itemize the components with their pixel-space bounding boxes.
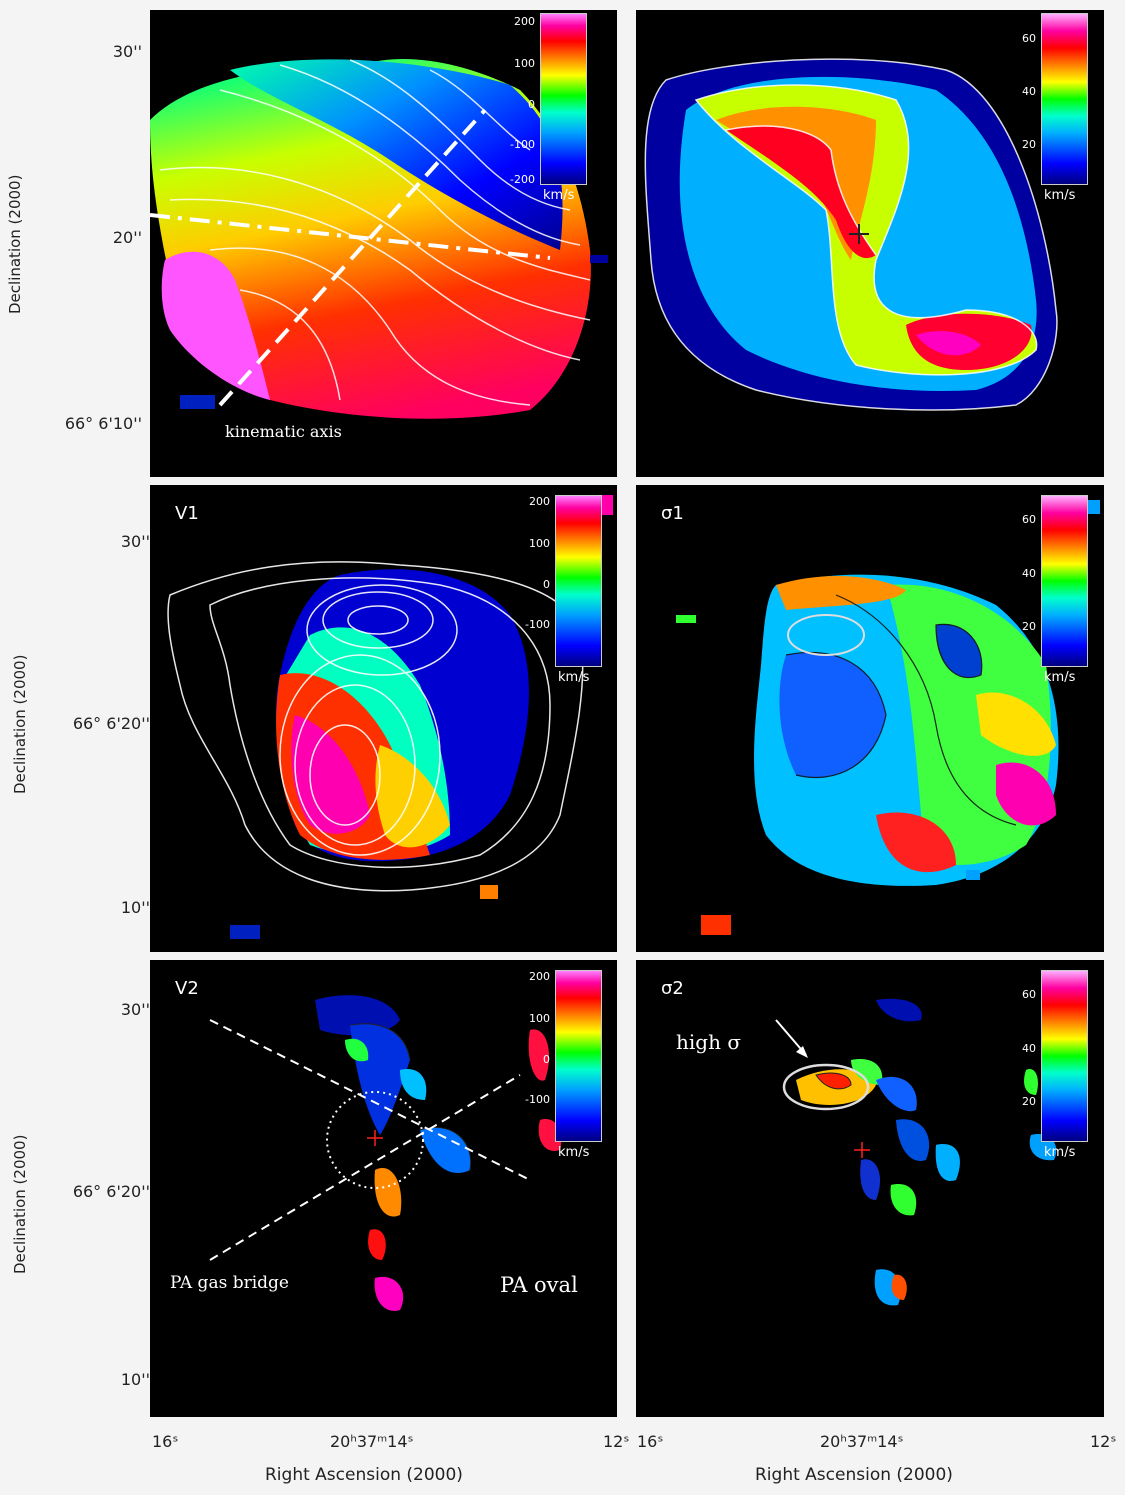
y-tick-top-2: 20'' <box>112 228 142 247</box>
cbar-tick: 60 <box>1022 32 1036 45</box>
panel-dispersion-field: 60 40 20 km/s <box>636 10 1104 477</box>
colorbar-dispersion-bot <box>1041 970 1088 1142</box>
colorbar-velocity-top <box>540 13 587 185</box>
colorbar-dispersion-top <box>1041 13 1088 185</box>
y-tick-top-3: 66° 6'10'' <box>64 414 142 433</box>
y-axis-label-middle: Declination (2000) <box>11 654 29 794</box>
colorbar-velocity-mid <box>555 495 602 667</box>
cbar-tick: 200 <box>514 15 535 28</box>
sigma2-map <box>775 998 1057 1306</box>
cbar-tick: 100 <box>529 1012 550 1025</box>
y-tick-bot-3: 10'' <box>120 1370 150 1389</box>
cbar-tick: 20 <box>1022 1095 1036 1108</box>
v1-map <box>167 495 613 939</box>
annotation-high-sigma: high σ <box>676 1030 741 1054</box>
y-tick-bot-2: 66° 6'20'' <box>72 1182 150 1201</box>
y-tick-mid-1: 30'' <box>120 532 150 551</box>
cbar-tick: 40 <box>1022 85 1036 98</box>
x-tick-left-3: 12ˢ <box>603 1432 630 1451</box>
cbar-tick: 20 <box>1022 138 1036 151</box>
y-tick-mid-3: 10'' <box>120 898 150 917</box>
panel-v2: V2 PA gas bridge PA oval 200 100 0 -100 … <box>150 960 617 1417</box>
cbar-tick: -100 <box>525 618 550 631</box>
cbar-tick: 100 <box>514 57 535 70</box>
cbar-tick: 40 <box>1022 567 1036 580</box>
cbar-unit: km/s <box>558 1145 590 1160</box>
x-tick-right-3: 12ˢ <box>1090 1432 1117 1451</box>
cbar-tick: 100 <box>529 537 550 550</box>
cbar-unit: km/s <box>543 188 575 203</box>
x-axis-label-right: Right Ascension (2000) <box>755 1465 953 1485</box>
cbar-unit: km/s <box>1044 670 1076 685</box>
cbar-tick: -100 <box>510 138 535 151</box>
panel-title-v1: V1 <box>175 503 199 524</box>
cbar-unit: km/s <box>558 670 590 685</box>
cbar-tick: 20 <box>1022 620 1036 633</box>
cbar-tick: 60 <box>1022 513 1036 526</box>
x-axis-label-left: Right Ascension (2000) <box>265 1465 463 1485</box>
cbar-tick: -100 <box>525 1093 550 1106</box>
annotation-pa-oval: PA oval <box>500 1273 578 1297</box>
colorbar-velocity-bot <box>555 970 602 1142</box>
cbar-unit: km/s <box>1044 1145 1076 1160</box>
cbar-tick: 200 <box>529 970 550 983</box>
x-tick-left-2: 20ʰ37ᵐ14ˢ <box>330 1432 414 1451</box>
y-axis-label-top: Declination (2000) <box>6 174 24 314</box>
sigma1-map <box>676 500 1100 935</box>
y-tick-mid-2: 66° 6'20'' <box>72 714 150 733</box>
cbar-tick: 200 <box>529 495 550 508</box>
panel-sigma2: σ2 high σ 60 40 20 km/s <box>636 960 1104 1417</box>
cbar-tick: 60 <box>1022 988 1036 1001</box>
cbar-tick: 0 <box>543 1053 550 1066</box>
y-tick-top-1: 30'' <box>112 42 142 61</box>
panel-title-sigma2: σ2 <box>661 978 684 999</box>
y-tick-bot-1: 30'' <box>120 1000 150 1019</box>
panel-sigma1: σ1 60 40 20 km/s <box>636 485 1104 952</box>
panel-title-v2: V2 <box>175 978 199 999</box>
cbar-unit: km/s <box>1044 188 1076 203</box>
panel-v1: V1 200 100 0 -100 km/s <box>150 485 617 952</box>
x-tick-right-1: 16ˢ <box>637 1432 664 1451</box>
velocity-map <box>150 59 608 419</box>
annotation-kinematic-axis: kinematic axis <box>225 422 342 441</box>
cbar-tick: 0 <box>528 98 535 111</box>
panel-title-sigma1: σ1 <box>661 503 684 524</box>
v2-map <box>209 995 562 1311</box>
panel-velocity-field: bar kinematic axis 200 100 0 -100 -200 k… <box>150 10 617 477</box>
colorbar-dispersion-mid <box>1041 495 1088 667</box>
y-axis-label-bottom: Declination (2000) <box>11 1134 29 1274</box>
cbar-tick: 40 <box>1022 1042 1036 1055</box>
cbar-tick: 0 <box>543 578 550 591</box>
x-tick-left-1: 16ˢ <box>152 1432 179 1451</box>
cbar-tick: -200 <box>510 173 535 186</box>
x-tick-right-2: 20ʰ37ᵐ14ˢ <box>820 1432 904 1451</box>
dispersion-map <box>644 58 1058 411</box>
annotation-pa-gas-bridge: PA gas bridge <box>170 1273 289 1293</box>
